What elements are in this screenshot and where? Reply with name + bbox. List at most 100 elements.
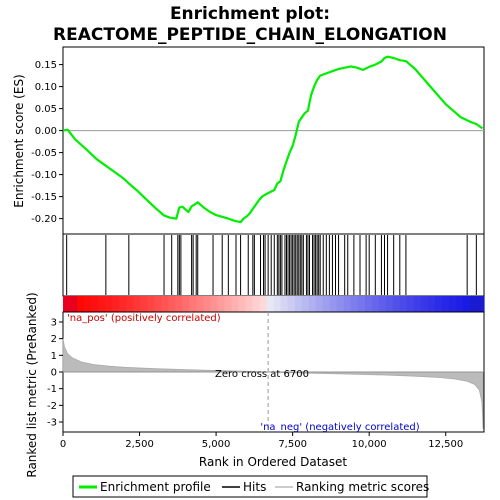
metric-ytick-label-2: 1 <box>51 351 57 362</box>
band-segment-3 <box>84 296 92 312</box>
es-layer <box>62 55 484 224</box>
xtick-label-4: 10,000 <box>352 439 387 450</box>
band-segment-38 <box>329 296 338 312</box>
band-segment-45 <box>378 296 387 312</box>
band-segment-19 <box>196 296 204 312</box>
es-ylabel: Enrichment score (ES) <box>12 74 26 207</box>
es-ytick-label-7: -0.20 <box>31 214 57 225</box>
band-segment-34 <box>301 296 310 312</box>
band-segment-42 <box>357 296 366 312</box>
band-segment-17 <box>182 296 190 312</box>
band-segment-54 <box>441 296 450 312</box>
legend-label-enrichment: Enrichment profile <box>100 480 211 494</box>
band-segment-9 <box>126 296 134 312</box>
band-segment-55 <box>448 296 457 312</box>
band-segment-7 <box>112 296 120 312</box>
band-segment-10 <box>133 296 141 312</box>
axes-layer: 0.150.100.050.00-0.05-0.10-0.15-0.203210… <box>31 60 463 450</box>
band-segment-39 <box>336 296 345 312</box>
band-segment-18 <box>189 296 197 312</box>
zero-cross-label: Zero cross at 6700 <box>215 369 309 380</box>
band-segment-0 <box>63 296 71 312</box>
band-segment-53 <box>434 296 443 312</box>
chart-title-line2: REACTOME_PEPTIDE_CHAIN_ELONGATION <box>53 25 447 45</box>
metric-ytick-label-1: 2 <box>51 334 57 345</box>
band-segment-58 <box>469 296 478 312</box>
metric-ytick-label-6: -3 <box>47 418 57 429</box>
band-segment-51 <box>420 296 429 312</box>
legend-label-hits: Hits <box>243 480 266 494</box>
band-segment-2 <box>77 296 85 312</box>
band-segment-23 <box>224 296 232 312</box>
band-segment-8 <box>119 296 127 312</box>
band-segment-12 <box>147 296 155 312</box>
band-segment-28 <box>259 296 268 312</box>
band-segment-6 <box>105 296 113 312</box>
band-segment-22 <box>217 296 225 312</box>
band-segment-37 <box>322 296 331 312</box>
band-segment-35 <box>308 296 317 312</box>
neg-label: 'na_neg' (negatively correlated) <box>260 422 419 433</box>
band-segment-44 <box>371 296 380 312</box>
band-segment-36 <box>315 296 324 312</box>
xtick-label-2: 5,000 <box>202 439 231 450</box>
hits-panel-frame <box>62 233 485 297</box>
band-segment-52 <box>427 296 436 312</box>
band-segment-59 <box>476 296 485 312</box>
x-axis-label: Rank in Ordered Dataset <box>199 455 347 469</box>
band-segment-32 <box>287 296 296 312</box>
band-segment-1 <box>70 296 78 312</box>
band-segment-25 <box>238 296 247 312</box>
es-ytick-label-1: 0.10 <box>35 82 57 93</box>
es-panel-frame <box>62 46 485 235</box>
chart-title-line1: Enrichment plot: <box>170 4 330 24</box>
xtick-label-3: 7,500 <box>278 439 307 450</box>
band-segment-47 <box>392 296 401 312</box>
band-segment-5 <box>98 296 106 312</box>
es-ytick-label-4: -0.05 <box>31 148 57 159</box>
band-segment-56 <box>455 296 464 312</box>
band-segment-21 <box>210 296 218 312</box>
es-ytick-label-6: -0.15 <box>31 192 57 203</box>
legend-label-metric: Ranking metric scores <box>296 480 429 494</box>
band-segment-15 <box>168 296 176 312</box>
metric-ytick-label-0: 3 <box>51 318 57 329</box>
es-ytick-label-5: -0.10 <box>31 170 57 181</box>
metric-layer <box>62 312 484 432</box>
legend: Enrichment profile Hits Ranking metric s… <box>72 475 429 498</box>
band-segment-50 <box>413 296 422 312</box>
metric-ytick-label-5: -2 <box>47 401 57 412</box>
metric-ytick-label-3: 0 <box>51 368 57 379</box>
band-segment-26 <box>245 296 254 312</box>
es-ytick-label-3: 0.00 <box>35 126 57 137</box>
enrichment-profile-line <box>62 55 484 224</box>
band-segment-16 <box>175 296 183 312</box>
xtick-label-0: 0 <box>60 439 66 450</box>
band-segment-30 <box>273 296 282 312</box>
band-segment-4 <box>91 296 99 312</box>
es-ytick-label-0: 0.15 <box>35 60 57 71</box>
band-segment-46 <box>385 296 394 312</box>
band-segment-43 <box>364 296 373 312</box>
band-segment-11 <box>140 296 148 312</box>
band-segment-48 <box>399 296 408 312</box>
band-segment-41 <box>350 296 359 312</box>
metric-ytick-label-4: -1 <box>47 384 57 395</box>
band-segment-57 <box>462 296 471 312</box>
band-segment-13 <box>154 296 162 312</box>
color-band <box>63 296 485 312</box>
metric-ylabel: Ranked list metric (PreRanked) <box>25 292 39 477</box>
band-segment-14 <box>161 296 169 312</box>
xtick-label-5: 12,500 <box>428 439 463 450</box>
band-segment-27 <box>252 296 261 312</box>
band-segment-40 <box>343 296 352 312</box>
pos-label: 'na_pos' (positively correlated) <box>67 313 221 324</box>
hits-layer <box>66 235 477 295</box>
xtick-label-1: 2,500 <box>125 439 154 450</box>
band-segment-31 <box>280 296 289 312</box>
band-segment-49 <box>406 296 415 312</box>
band-segment-20 <box>203 296 211 312</box>
es-ytick-label-2: 0.05 <box>35 104 57 115</box>
legend-frame <box>72 475 428 498</box>
